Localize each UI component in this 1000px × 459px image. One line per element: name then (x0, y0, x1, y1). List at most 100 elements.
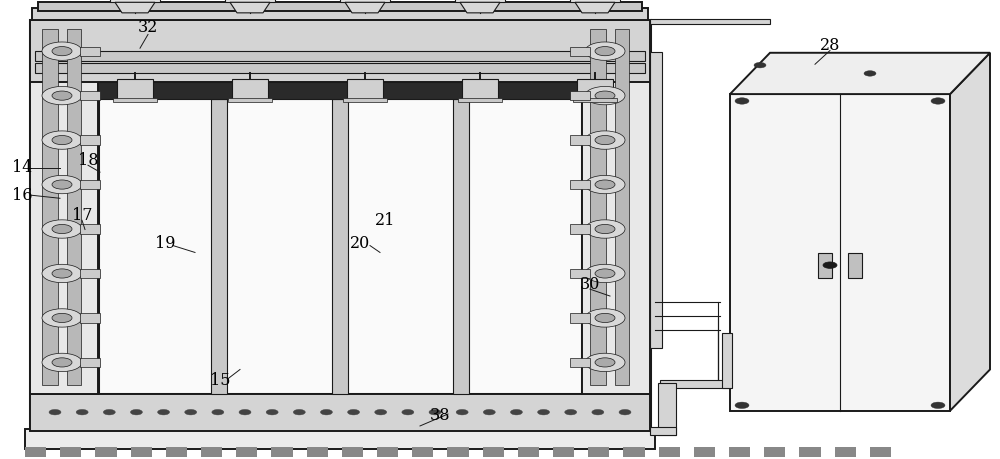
Bar (658, 383, 676, 435)
Circle shape (595, 46, 615, 56)
Bar (80, 46, 100, 56)
Bar (98, 82, 582, 394)
Bar (201, 447, 222, 457)
Text: 19: 19 (155, 235, 175, 252)
Bar (80, 358, 100, 367)
Circle shape (212, 409, 224, 415)
Bar (342, 447, 363, 457)
Polygon shape (345, 2, 385, 13)
Bar (615, 29, 629, 385)
Bar (95, 447, 117, 457)
Bar (573, 98, 617, 102)
Bar (30, 394, 650, 431)
Bar (340, 0, 390, 2)
Bar (271, 447, 293, 457)
Circle shape (585, 264, 625, 283)
Bar (570, 46, 590, 56)
Bar (650, 52, 662, 348)
Bar (764, 447, 785, 457)
Bar (60, 447, 81, 457)
Text: 28: 28 (820, 37, 840, 55)
Text: 32: 32 (138, 19, 158, 36)
Circle shape (735, 98, 749, 104)
Bar (412, 447, 433, 457)
Text: 16: 16 (12, 186, 32, 204)
Circle shape (185, 409, 197, 415)
Bar (570, 358, 590, 367)
Circle shape (483, 409, 495, 415)
Bar (455, 0, 505, 2)
Bar (347, 79, 383, 100)
Bar (42, 29, 58, 385)
Bar (590, 29, 606, 385)
Circle shape (52, 358, 72, 367)
Circle shape (735, 402, 749, 409)
Circle shape (585, 220, 625, 238)
Bar (518, 447, 539, 457)
Polygon shape (575, 2, 615, 13)
Bar (25, 429, 655, 449)
Circle shape (42, 131, 82, 149)
Polygon shape (730, 53, 990, 94)
Circle shape (595, 180, 615, 189)
Bar (30, 20, 98, 394)
Bar (447, 447, 469, 457)
Circle shape (52, 91, 72, 100)
Circle shape (42, 309, 82, 327)
Text: 30: 30 (580, 276, 600, 293)
Bar (659, 447, 680, 457)
Bar (80, 135, 100, 145)
Bar (35, 51, 645, 61)
Bar (166, 447, 187, 457)
Text: 18: 18 (78, 152, 98, 169)
Circle shape (931, 402, 945, 409)
Circle shape (49, 409, 61, 415)
Circle shape (402, 409, 414, 415)
Circle shape (864, 71, 876, 76)
Bar (570, 269, 590, 278)
Bar (377, 447, 398, 457)
Circle shape (158, 409, 170, 415)
Circle shape (595, 313, 615, 323)
Bar (453, 99, 469, 394)
Bar (660, 380, 735, 388)
Circle shape (320, 409, 332, 415)
Circle shape (52, 269, 72, 278)
Bar (25, 447, 46, 457)
Bar (799, 447, 821, 457)
Bar (32, 8, 648, 20)
Circle shape (595, 269, 615, 278)
Bar (117, 79, 153, 100)
Bar (343, 98, 387, 102)
Circle shape (52, 313, 72, 323)
Bar (228, 98, 272, 102)
Circle shape (510, 409, 522, 415)
Text: 38: 38 (430, 407, 450, 424)
Bar (570, 0, 620, 2)
Bar (582, 20, 650, 394)
Circle shape (266, 409, 278, 415)
Bar (729, 447, 750, 457)
Bar (307, 447, 328, 457)
Bar (80, 180, 100, 189)
Bar (67, 29, 81, 385)
Bar (570, 180, 590, 189)
Circle shape (76, 409, 88, 415)
Circle shape (585, 309, 625, 327)
Circle shape (348, 409, 360, 415)
Circle shape (754, 62, 766, 68)
Bar (35, 63, 645, 73)
Circle shape (130, 409, 142, 415)
Bar (730, 94, 950, 411)
Circle shape (585, 353, 625, 372)
Text: 14: 14 (12, 159, 32, 176)
Bar (332, 99, 348, 394)
Circle shape (52, 224, 72, 234)
Circle shape (375, 409, 387, 415)
Circle shape (595, 358, 615, 367)
Bar (848, 252, 862, 278)
Bar (30, 20, 650, 82)
Bar (462, 79, 498, 100)
Bar (80, 269, 100, 278)
Bar (722, 333, 732, 388)
